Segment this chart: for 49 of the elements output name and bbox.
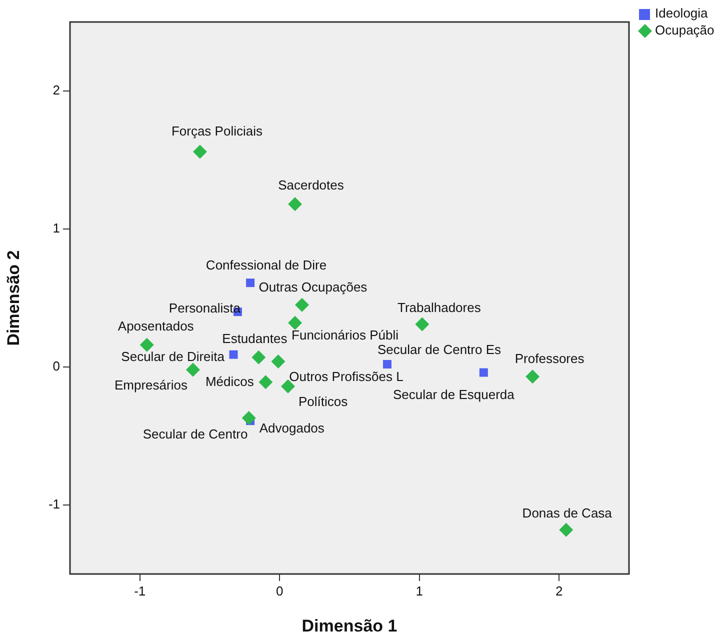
annotation: Advogados bbox=[259, 420, 325, 436]
annotation: Sacerdotes bbox=[278, 178, 344, 193]
annotation: Outros Profissões L bbox=[289, 369, 404, 384]
point bbox=[252, 350, 266, 364]
point bbox=[229, 350, 238, 359]
point bbox=[294, 298, 309, 312]
point bbox=[559, 522, 574, 537]
annotation: Donas de Casa bbox=[522, 505, 613, 520]
point bbox=[192, 144, 207, 159]
point bbox=[479, 368, 488, 377]
annotation: Secular de Esquerda bbox=[392, 387, 516, 402]
y-axis-title: Dimensão 2 bbox=[4, 250, 23, 346]
point bbox=[288, 316, 302, 330]
y-tick-label: 0 bbox=[52, 358, 60, 374]
legend-label: Ocupação bbox=[655, 22, 714, 38]
legend-label: Ideologia bbox=[655, 6, 709, 21]
annotation: Médicos bbox=[205, 374, 254, 389]
point bbox=[186, 362, 200, 377]
annotation: Empresários bbox=[114, 377, 188, 392]
point bbox=[246, 278, 255, 288]
x-tick-label: 1 bbox=[416, 583, 423, 598]
x-tick-label: 2 bbox=[556, 583, 563, 598]
point bbox=[242, 411, 256, 426]
annotation: Professores bbox=[514, 351, 585, 366]
x-tick-label: 0 bbox=[276, 583, 284, 598]
x-axis-title: Dimensão 1 bbox=[302, 616, 398, 636]
y-tick-label: 2 bbox=[52, 82, 60, 98]
y-tick-label: 1 bbox=[52, 220, 60, 236]
point bbox=[140, 338, 154, 352]
point bbox=[271, 354, 286, 368]
point bbox=[382, 360, 392, 368]
annotation: Estudantes bbox=[222, 330, 288, 346]
annotation: Secular de Centro Es bbox=[377, 342, 502, 357]
annotation: Aposentados bbox=[118, 318, 194, 334]
point bbox=[526, 370, 540, 384]
x-tick-label: -1 bbox=[134, 583, 146, 598]
annotation: Outras Ocupações bbox=[258, 279, 368, 294]
annotation: Trabalhadores bbox=[397, 300, 482, 315]
annotation: Políticos bbox=[298, 394, 348, 409]
annotation: Secular de Centro bbox=[142, 426, 248, 442]
point bbox=[415, 317, 430, 332]
point bbox=[288, 197, 302, 212]
y-tick-label: -1 bbox=[48, 496, 60, 512]
annotation: Funcionários Públi bbox=[292, 327, 399, 342]
annotation: Personalista bbox=[168, 300, 242, 316]
point bbox=[258, 375, 273, 390]
annotation: Forças Policiais bbox=[171, 123, 263, 138]
annotation: Confessional de Dire bbox=[206, 257, 327, 272]
annotation: Secular de Direita bbox=[121, 349, 226, 364]
